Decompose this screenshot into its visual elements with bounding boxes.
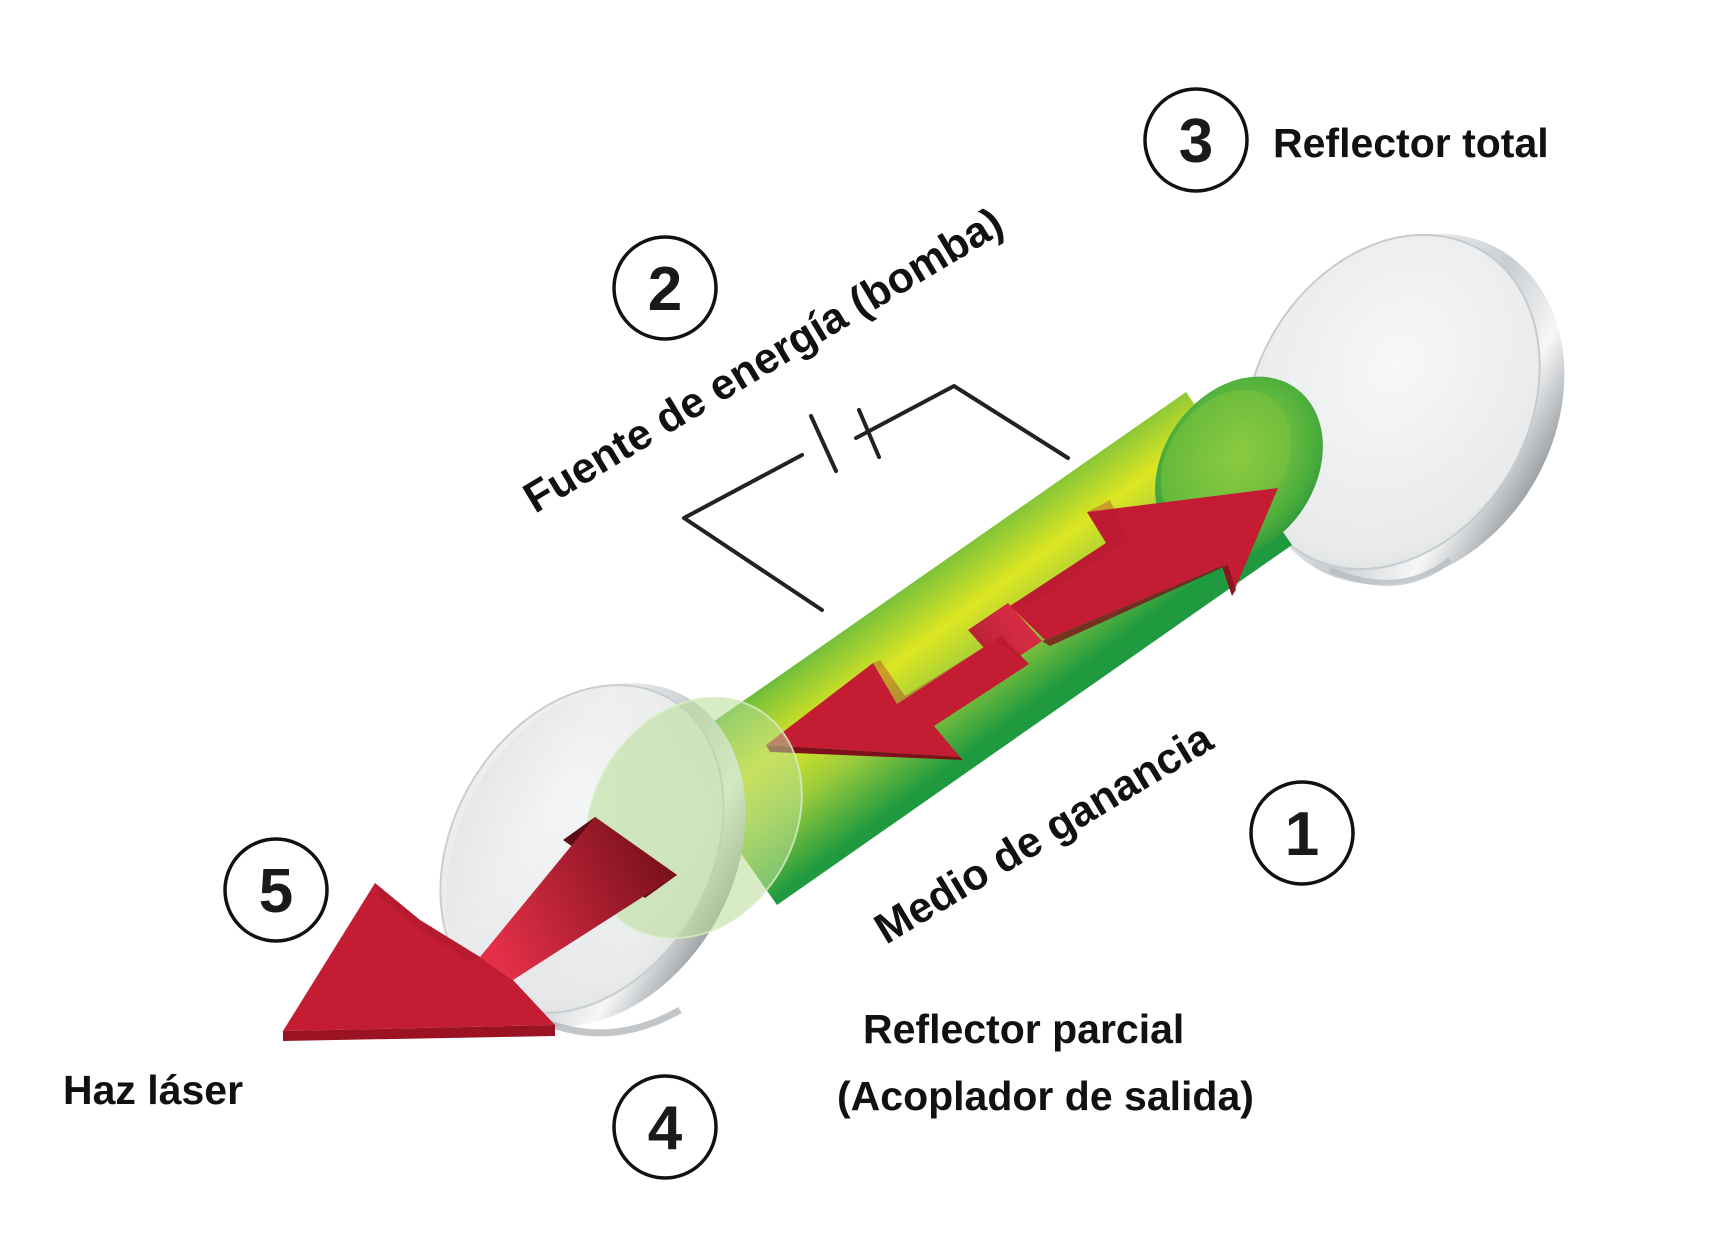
badge-5: 5: [223, 837, 329, 943]
internal-beam: [766, 488, 1278, 760]
laser-beam-arrow: [283, 817, 677, 1041]
svg-text:2: 2: [648, 255, 682, 324]
svg-text:3: 3: [1179, 107, 1213, 176]
total-reflector-label: Reflector total: [1273, 120, 1549, 166]
laser-beam-label: Haz láser: [63, 1067, 243, 1113]
badge-3: 3: [1143, 87, 1249, 193]
badge-1: 1: [1249, 780, 1355, 886]
svg-text:5: 5: [259, 857, 293, 926]
badge-4: 4: [612, 1074, 718, 1180]
partial-reflector-label-line2: (Acoplador de salida): [837, 1073, 1254, 1119]
pump-circuit: [682, 384, 1070, 612]
partial-reflector-label-line1: Reflector parcial: [863, 1006, 1184, 1052]
svg-text:1: 1: [1285, 800, 1319, 869]
svg-text:4: 4: [648, 1094, 683, 1163]
total-reflector: [1243, 233, 1565, 586]
badge-2: 2: [612, 235, 718, 341]
